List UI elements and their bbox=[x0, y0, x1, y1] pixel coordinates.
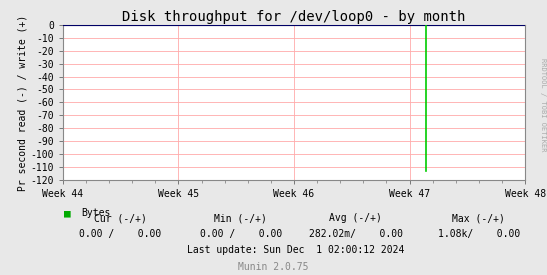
Title: Disk throughput for /dev/loop0 - by month: Disk throughput for /dev/loop0 - by mont… bbox=[123, 10, 465, 24]
Text: 1.08k/    0.00: 1.08k/ 0.00 bbox=[438, 229, 520, 238]
Y-axis label: Pr second read (-) / write (+): Pr second read (-) / write (+) bbox=[18, 14, 27, 191]
Text: Last update: Sun Dec  1 02:00:12 2024: Last update: Sun Dec 1 02:00:12 2024 bbox=[187, 245, 404, 255]
Text: 282.02m/    0.00: 282.02m/ 0.00 bbox=[309, 229, 403, 238]
Text: Cur (-/+): Cur (-/+) bbox=[94, 213, 147, 223]
Text: Min (-/+): Min (-/+) bbox=[214, 213, 267, 223]
Text: Bytes: Bytes bbox=[81, 208, 110, 218]
Text: Munin 2.0.75: Munin 2.0.75 bbox=[238, 262, 309, 272]
Text: RRDTOOL / TOBI OETIKER: RRDTOOL / TOBI OETIKER bbox=[540, 58, 546, 151]
Text: ■: ■ bbox=[64, 208, 71, 218]
Text: Avg (-/+): Avg (-/+) bbox=[329, 213, 382, 223]
Text: 0.00 /    0.00: 0.00 / 0.00 bbox=[200, 229, 282, 238]
Text: 0.00 /    0.00: 0.00 / 0.00 bbox=[79, 229, 161, 238]
Text: Max (-/+): Max (-/+) bbox=[452, 213, 505, 223]
